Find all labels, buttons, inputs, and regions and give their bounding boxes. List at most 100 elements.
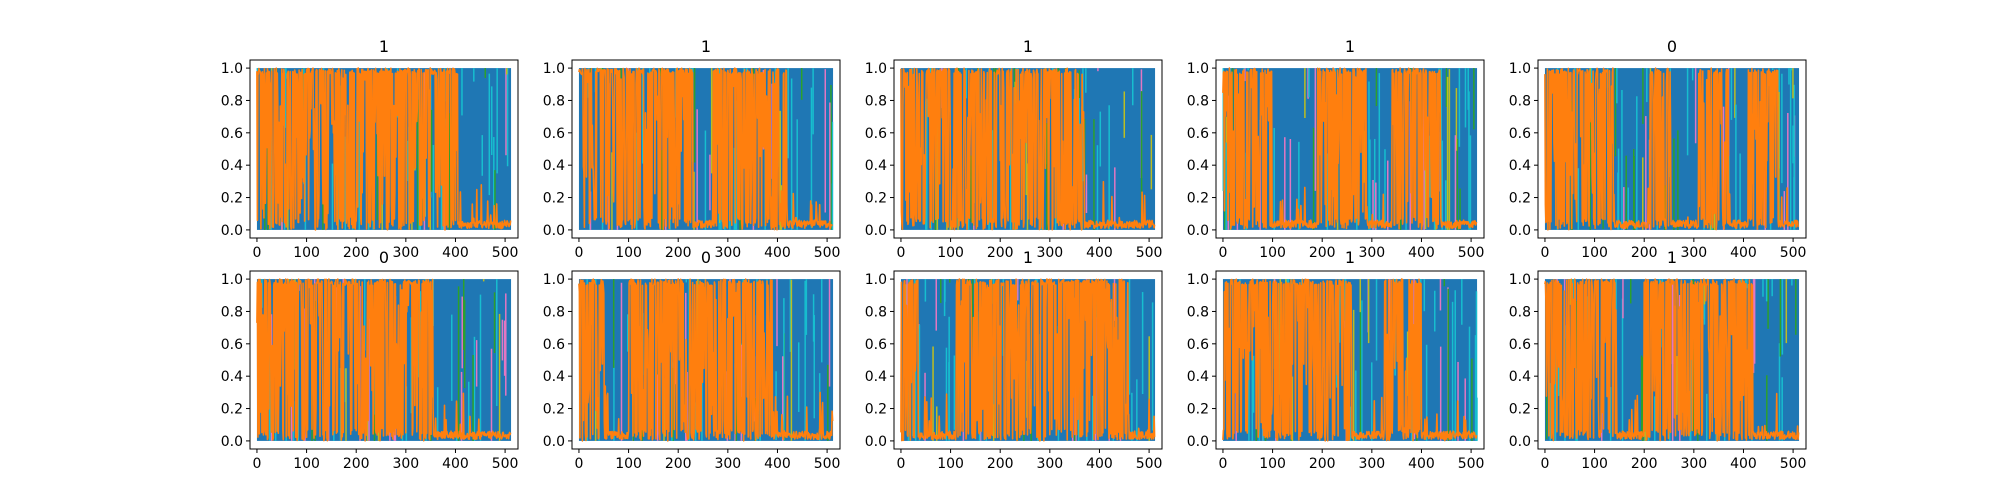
subplot-title: 0 xyxy=(701,248,711,267)
y-tick-label: 1.0 xyxy=(543,272,565,288)
x-tick-label: 200 xyxy=(1309,245,1336,261)
subplot-title: 0 xyxy=(379,248,389,267)
x-tick-label: 400 xyxy=(1408,456,1435,472)
axes-frame xyxy=(893,270,1163,450)
subplot-title: 1 xyxy=(1023,37,1033,56)
plot-area xyxy=(900,278,1156,442)
y-tick-label: 0.0 xyxy=(1187,434,1209,450)
x-tick-label: 100 xyxy=(615,456,642,472)
y-tick-label: 0.8 xyxy=(1187,93,1209,109)
y-tick-label: 0.8 xyxy=(221,304,243,320)
x-tick-label: 300 xyxy=(392,245,419,261)
y-tick-label: 0.4 xyxy=(543,158,565,174)
plot-area xyxy=(256,278,512,442)
x-tick-label: 300 xyxy=(1680,456,1707,472)
x-tick-label: 400 xyxy=(764,456,791,472)
x-tick-label: 0 xyxy=(252,456,261,472)
x-tick-label: 0 xyxy=(1218,245,1227,261)
subplot-7: 0 100 200 300 400 500 0.0 0.2 0.4 0.6 0.8 1.0 0 xyxy=(543,248,841,472)
series-line-orange xyxy=(1222,67,1478,231)
y-tick-label: 0.6 xyxy=(221,337,243,353)
y-tick-label: 0.0 xyxy=(221,223,243,239)
series-line-orange xyxy=(900,278,1156,442)
x-tick-label: 400 xyxy=(1408,245,1435,261)
y-tick-label: 0.8 xyxy=(543,304,565,320)
y-tick-label: 0.0 xyxy=(543,434,565,450)
subplot-title: 1 xyxy=(1345,37,1355,56)
y-tick-label: 0.4 xyxy=(221,369,243,385)
y-tick-label: 0.0 xyxy=(1187,223,1209,239)
axes-frame xyxy=(249,59,519,239)
subplot-9: 0 100 200 300 400 500 0.0 0.2 0.4 0.6 0.8 1.0 1 xyxy=(1187,248,1485,472)
y-tick-label: 0.6 xyxy=(1187,126,1209,142)
y-tick-label: 0.6 xyxy=(1509,337,1531,353)
y-tick-label: 1.0 xyxy=(221,272,243,288)
plot-area xyxy=(578,278,834,442)
x-tick-label: 200 xyxy=(987,456,1014,472)
x-tick-label: 500 xyxy=(1458,456,1485,472)
series-line-orange xyxy=(256,67,512,231)
series-line-orange xyxy=(256,278,512,442)
y-tick-label: 0.2 xyxy=(1509,191,1531,207)
y-tick-label: 1.0 xyxy=(865,272,887,288)
x-tick-label: 0 xyxy=(574,245,583,261)
y-tick-label: 1.0 xyxy=(1187,61,1209,77)
y-tick-label: 0.4 xyxy=(221,158,243,174)
x-tick-label: 100 xyxy=(937,456,964,472)
y-tick-label: 1.0 xyxy=(1187,272,1209,288)
y-tick-label: 0.0 xyxy=(865,434,887,450)
x-tick-label: 200 xyxy=(987,245,1014,261)
x-tick-label: 500 xyxy=(814,245,841,261)
x-tick-label: 400 xyxy=(1086,456,1113,472)
x-tick-label: 300 xyxy=(1036,456,1063,472)
y-tick-label: 0.4 xyxy=(865,158,887,174)
y-tick-label: 0.8 xyxy=(1187,304,1209,320)
y-tick-label: 0.4 xyxy=(1187,158,1209,174)
series-line-orange xyxy=(1222,278,1478,442)
x-tick-label: 400 xyxy=(764,245,791,261)
y-tick-label: 0.6 xyxy=(543,126,565,142)
x-tick-label: 100 xyxy=(937,245,964,261)
x-tick-label: 500 xyxy=(1458,245,1485,261)
x-tick-label: 0 xyxy=(1218,456,1227,472)
series-line-orange xyxy=(578,67,833,231)
x-tick-label: 100 xyxy=(615,245,642,261)
axes-frame xyxy=(1537,59,1807,239)
plot-area xyxy=(1222,67,1478,231)
plot-area xyxy=(578,67,834,231)
axes-frame xyxy=(571,270,841,450)
x-tick-label: 100 xyxy=(1581,456,1608,472)
y-tick-label: 0.2 xyxy=(221,191,243,207)
plot-area xyxy=(1544,67,1800,231)
subplot-10: 0 100 200 300 400 500 0.0 0.2 0.4 0.6 0.8 1.0 1 xyxy=(1509,248,1807,472)
axes-frame xyxy=(571,59,841,239)
x-tick-label: 300 xyxy=(1036,245,1063,261)
y-tick-label: 1.0 xyxy=(221,61,243,77)
series-line-orange xyxy=(900,67,1156,231)
y-tick-label: 0.8 xyxy=(1509,304,1531,320)
axes-frame xyxy=(1215,270,1485,450)
x-tick-label: 300 xyxy=(714,245,741,261)
x-tick-label: 500 xyxy=(1136,456,1163,472)
subplot-1: 0 100 200 300 400 500 0.0 0.2 0.4 0.6 0.8 1.0 1 xyxy=(221,37,519,261)
subplot-5: 0 100 200 300 400 500 0.0 0.2 0.4 0.6 0.8 1.0 0 xyxy=(1509,37,1807,261)
y-tick-label: 1.0 xyxy=(1509,272,1531,288)
y-tick-label: 0.6 xyxy=(221,126,243,142)
x-tick-label: 100 xyxy=(1259,456,1286,472)
x-tick-label: 0 xyxy=(896,245,905,261)
x-tick-label: 0 xyxy=(574,456,583,472)
plot-area xyxy=(900,67,1156,231)
subplot-8: 0 100 200 300 400 500 0.0 0.2 0.4 0.6 0.8 1.0 1 xyxy=(865,248,1163,472)
subplot-title: 1 xyxy=(1023,248,1033,267)
subplot-title: 1 xyxy=(1345,248,1355,267)
y-tick-label: 0.4 xyxy=(1509,369,1531,385)
y-tick-label: 0.8 xyxy=(543,93,565,109)
y-tick-label: 0.6 xyxy=(1187,337,1209,353)
y-tick-label: 1.0 xyxy=(543,61,565,77)
x-tick-label: 300 xyxy=(1680,245,1707,261)
y-tick-label: 1.0 xyxy=(865,61,887,77)
x-tick-label: 300 xyxy=(1358,245,1385,261)
x-tick-label: 500 xyxy=(1136,245,1163,261)
x-tick-label: 200 xyxy=(665,456,692,472)
